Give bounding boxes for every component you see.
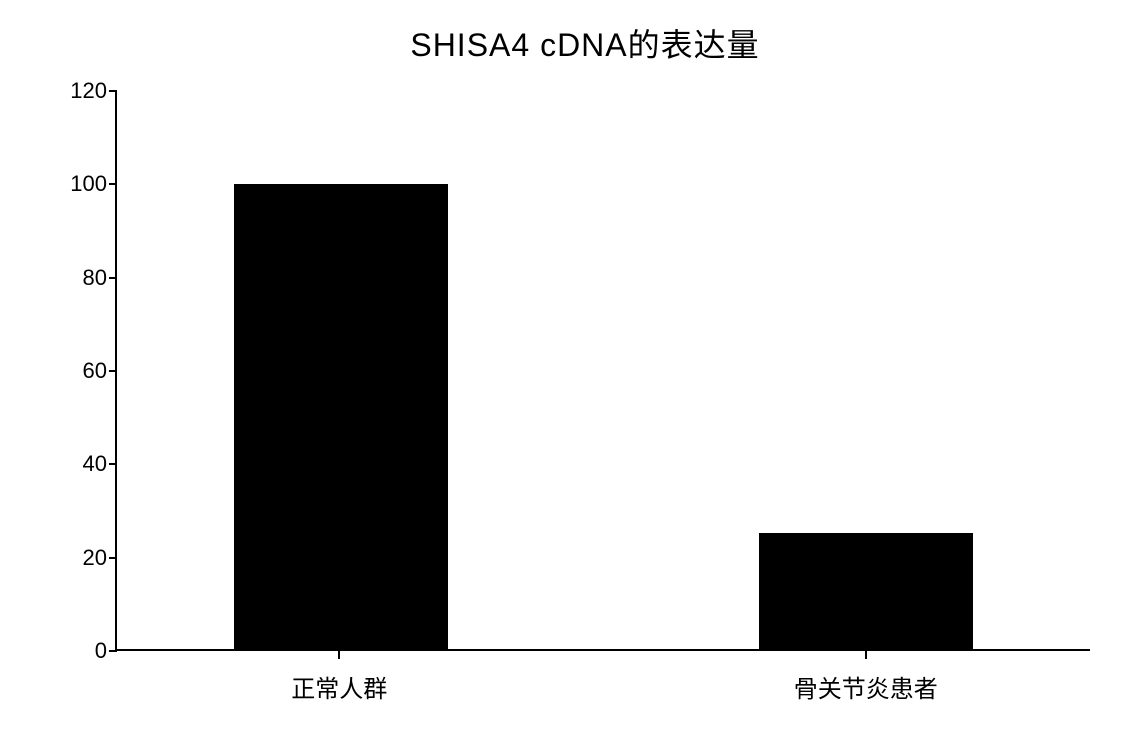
bar xyxy=(234,184,448,649)
bars-area xyxy=(117,91,1090,649)
y-tick-label: 0 xyxy=(95,638,107,664)
y-tick-label: 100 xyxy=(70,171,107,197)
chart-title: SHISA4 cDNA的表达量 xyxy=(60,20,1110,66)
y-tick-label: 120 xyxy=(70,78,107,104)
plot-area: 020406080100120 xyxy=(115,91,1090,651)
bar xyxy=(759,533,973,649)
x-tick-mark xyxy=(338,651,340,659)
y-axis: 020406080100120 xyxy=(60,91,115,651)
chart-container: SHISA4 cDNA的表达量 020406080100120 正常人群骨关节炎… xyxy=(60,20,1110,730)
y-tick-label: 80 xyxy=(83,265,107,291)
x-axis-line xyxy=(115,649,1090,651)
y-tick-label: 20 xyxy=(83,545,107,571)
y-tick-label: 60 xyxy=(83,358,107,384)
x-axis-label: 正常人群 xyxy=(291,669,387,704)
x-tick-mark xyxy=(865,651,867,659)
y-tick-label: 40 xyxy=(83,451,107,477)
x-axis-label: 骨关节炎患者 xyxy=(794,669,938,704)
